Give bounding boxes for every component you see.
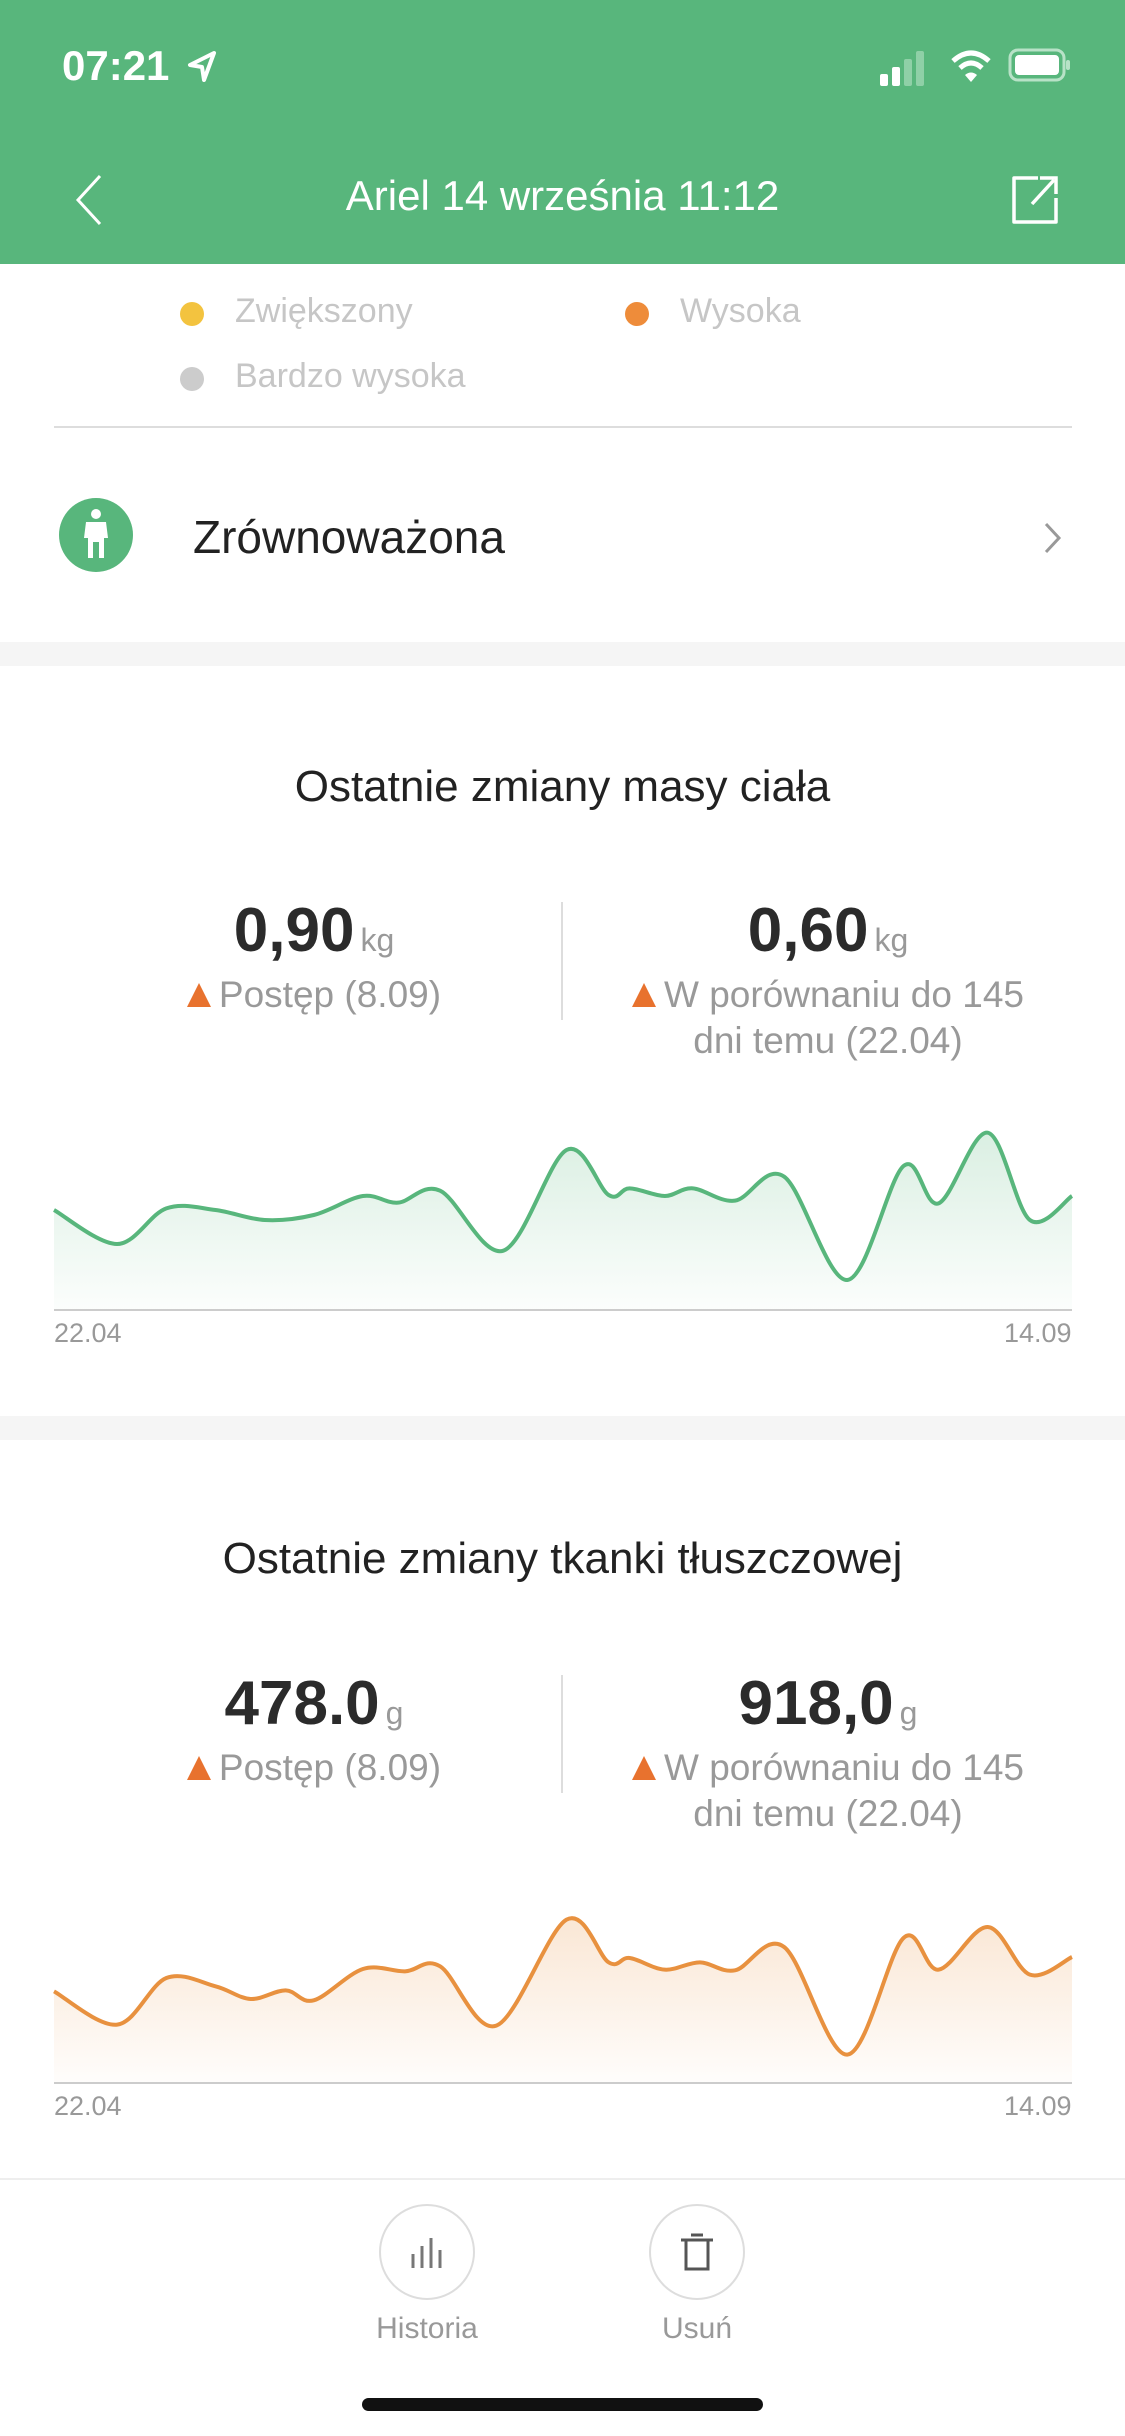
history-button[interactable] — [379, 2204, 475, 2300]
section-separator — [0, 1416, 1125, 1440]
weight-compare-note: W porównaniu do 145 — [664, 974, 1024, 1015]
fat-progress-note: Postęp (8.09) — [218, 1747, 442, 1788]
body-type-row[interactable]: Zrównoważona — [0, 470, 1125, 610]
signal-icon — [880, 51, 924, 86]
legend-dot-elevated — [180, 302, 204, 326]
stat-divider — [561, 1675, 563, 1793]
fat-card-title: Ostatnie zmiany tkanki tłuszczowej — [222, 1534, 903, 1583]
weight-chart — [52, 1130, 1074, 1311]
fat-compare-note-2: dni temu (22.04) — [693, 1793, 963, 1834]
weight-chart-x-start: 22.04 — [54, 1318, 122, 1348]
legend-label-very-high: Bardzo wysoka — [235, 357, 466, 395]
weight-progress-stat: 0,90 kg Postęp (8.09) — [64, 895, 564, 1018]
weight-compare-unit: kg — [874, 922, 909, 958]
fat-compare-value: 918,0 — [738, 1669, 894, 1738]
delete-button[interactable] — [649, 2204, 745, 2300]
legend-label-elevated: Zwiększony — [235, 292, 413, 330]
fat-progress-value: 478.0 — [224, 1669, 380, 1738]
fat-chart-x-end: 14.09 — [1004, 2091, 1072, 2121]
up-triangle-icon — [632, 1756, 657, 1780]
status-time: 07:21 — [62, 42, 170, 89]
fat-chart — [52, 1916, 1073, 2084]
fat-compare-unit: g — [899, 1695, 918, 1731]
bar-chart-icon — [411, 2238, 442, 2268]
home-indicator — [362, 2398, 763, 2411]
legend-dot-high — [625, 302, 649, 326]
history-label[interactable]: Historia — [376, 2312, 478, 2345]
weight-progress-note: Postęp (8.09) — [218, 974, 442, 1015]
legend-label-high: Wysoka — [680, 292, 801, 330]
bottom-bar-divider — [0, 2178, 1125, 2180]
weight-compare-stat: 0,60 kg W porównaniu do 145 dni temu (22.0… — [578, 895, 1078, 1064]
header-bar: 07:21 Ariel 14 września 11:12 — [0, 0, 1125, 264]
legend-dot-very-high — [180, 367, 204, 391]
fat-chart-x-start: 22.04 — [54, 2091, 122, 2121]
stat-divider — [561, 902, 563, 1020]
fat-progress-stat: 478.0 g Postęp (8.09) — [64, 1668, 564, 1791]
weight-progress-value: 0,90 — [233, 896, 355, 965]
fat-progress-unit: g — [385, 1695, 404, 1731]
trash-icon — [681, 2233, 713, 2271]
up-triangle-icon — [632, 983, 657, 1007]
chevron-right-icon — [1044, 522, 1062, 554]
weight-chart-x-end: 14.09 — [1004, 1318, 1072, 1348]
divider — [54, 426, 1072, 428]
battery-icon — [1008, 48, 1070, 82]
weight-progress-unit: kg — [360, 922, 395, 958]
chart-area-fill — [54, 1132, 1072, 1310]
delete-label[interactable]: Usuń — [661, 2312, 733, 2345]
location-arrow-icon — [188, 51, 216, 82]
section-separator — [0, 642, 1125, 666]
up-triangle-icon — [186, 983, 211, 1007]
body-type-label: Zrównoważona — [193, 511, 505, 563]
person-icon — [59, 498, 133, 572]
wifi-icon — [951, 50, 991, 82]
fat-compare-note: W porównaniu do 145 — [664, 1747, 1024, 1788]
share-button[interactable] — [1010, 172, 1060, 226]
up-triangle-icon — [186, 1756, 211, 1780]
back-button[interactable] — [70, 172, 106, 228]
chart-area-fill — [54, 1918, 1072, 2083]
fat-compare-stat: 918,0 g W porównaniu do 145 dni temu (22.0… — [578, 1668, 1078, 1837]
weight-compare-note-2: dni temu (22.04) — [693, 1020, 963, 1061]
chart-series-line — [52, 1130, 1074, 1282]
weight-card-title: Ostatnie zmiany masy ciała — [294, 762, 831, 811]
page-title: Ariel 14 września 11:12 — [345, 172, 780, 219]
chart-series-line — [52, 1916, 1073, 2057]
weight-compare-value: 0,60 — [747, 896, 869, 965]
